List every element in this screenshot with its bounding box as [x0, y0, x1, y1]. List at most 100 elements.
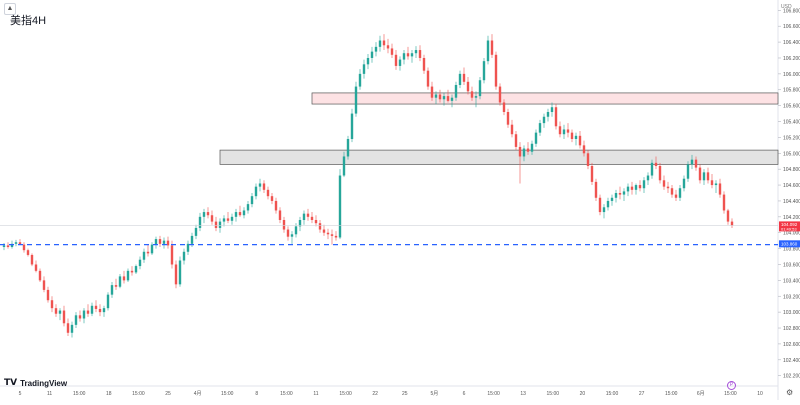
candle-body	[42, 280, 46, 290]
candle-body	[258, 183, 262, 187]
candle-body	[458, 73, 462, 85]
price-tick-label: 103.800	[783, 247, 800, 253]
chart-title: 美指4H	[10, 15, 47, 27]
candle-body	[562, 129, 566, 135]
candle-body	[134, 266, 138, 273]
candle-body	[638, 185, 642, 189]
p-badge-icon[interactable]: P	[727, 381, 736, 390]
time-tick-label: 15:00	[132, 391, 145, 397]
candle-body	[378, 40, 382, 47]
candle-body	[558, 126, 562, 135]
candle-body	[642, 180, 646, 189]
chevron-up-icon[interactable]: ▲	[4, 3, 16, 15]
candle-body	[98, 308, 102, 313]
candle-body	[566, 129, 570, 133]
price-tick-label: 104.000	[783, 231, 800, 237]
candle-body	[374, 46, 378, 52]
candle-body	[486, 40, 490, 62]
tradingview-logo-icon: TV	[4, 378, 18, 388]
candle-body	[310, 216, 314, 221]
price-tick-label: 105.400	[783, 120, 800, 126]
candle-body	[610, 197, 614, 201]
candle-body	[386, 45, 390, 49]
candle-body	[174, 264, 178, 285]
candle-body	[326, 232, 330, 235]
candle-body	[266, 189, 270, 197]
time-tick-label: 13	[520, 391, 526, 397]
candle-body	[474, 96, 478, 98]
price-tick-label: 104.800	[783, 167, 800, 173]
price-tick-label: 103.600	[783, 262, 800, 268]
candle-body	[198, 216, 202, 228]
candle-body	[522, 148, 526, 157]
candle-body	[290, 234, 294, 237]
candle-body	[86, 310, 90, 314]
candle-body	[450, 97, 454, 101]
candle-body	[674, 194, 678, 198]
logo-text: TradingView	[20, 378, 68, 388]
time-tick-label: 10	[757, 391, 763, 397]
candle-body	[318, 223, 322, 230]
price-tick-label: 106.800	[783, 8, 800, 14]
candle-body	[710, 180, 714, 186]
candle-body	[666, 186, 670, 189]
price-tick-label: 103.200	[783, 294, 800, 300]
currency-label: USD	[781, 4, 792, 10]
candle-body	[354, 86, 358, 114]
time-tick-label: 15:00	[339, 391, 352, 397]
time-tick-label: 15:00	[487, 391, 500, 397]
price-tick-label: 105.600	[783, 104, 800, 110]
candle-body	[462, 73, 466, 82]
gear-icon[interactable]: ⚙	[786, 388, 794, 397]
candle-body	[130, 270, 134, 273]
candle-body	[66, 323, 70, 333]
tradingview-logo[interactable]: TV TradingView	[4, 378, 67, 388]
candle-body	[26, 250, 30, 255]
candle-body	[454, 84, 458, 98]
candle-body	[538, 123, 542, 133]
candle-body	[406, 53, 410, 57]
candle-body	[490, 40, 494, 55]
candle-body	[606, 200, 610, 208]
candle-body	[142, 251, 146, 260]
price-tick-label: 106.000	[783, 72, 800, 78]
candle-body	[262, 183, 266, 190]
candle-body	[402, 53, 406, 60]
candle-body	[10, 243, 14, 248]
candle-body	[278, 210, 282, 221]
candle-body	[442, 96, 446, 100]
candle-body	[446, 96, 450, 101]
resistance-zone	[311, 92, 779, 105]
candle-body	[50, 300, 54, 309]
candle-body	[170, 245, 174, 265]
price-tick-label: 106.400	[783, 40, 800, 46]
candle-body	[650, 162, 654, 176]
candle-body	[690, 159, 694, 165]
candle-body	[362, 64, 366, 74]
candle-body	[570, 132, 574, 139]
candle-body	[390, 48, 394, 55]
candle-body	[662, 180, 666, 187]
price-tick-label: 104.600	[783, 183, 800, 189]
candle-body	[210, 215, 214, 222]
candle-body	[206, 212, 210, 216]
candle-body	[602, 207, 606, 213]
candle-body	[150, 244, 154, 254]
candle-body	[254, 186, 258, 197]
time-tick-label: 20	[580, 391, 586, 397]
candle-body	[2, 245, 6, 248]
price-tick-label: 105.800	[783, 88, 800, 94]
candle-body	[94, 305, 98, 309]
time-tick-label: 4月	[194, 391, 202, 397]
candle-body	[126, 270, 130, 281]
candle-body	[730, 221, 734, 226]
candle-body	[478, 80, 482, 97]
candle-body	[338, 175, 342, 238]
candle-body	[82, 310, 86, 319]
candle-body	[286, 229, 290, 237]
candle-body	[430, 86, 434, 98]
time-tick-label: 5	[19, 391, 22, 397]
candle-body	[502, 102, 506, 112]
